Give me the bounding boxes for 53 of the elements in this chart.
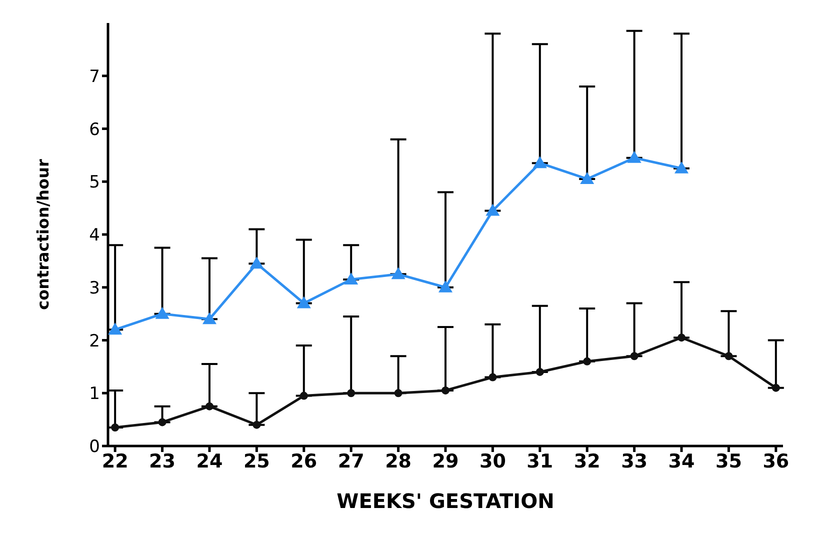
point (580, 172, 594, 184)
point (772, 384, 780, 392)
point (344, 272, 358, 284)
point (347, 389, 356, 398)
y-tick-label: 5 (89, 172, 100, 193)
y-tick-label: 2 (89, 331, 100, 352)
y-tick-label: 6 (89, 120, 100, 140)
x-tick-label: 27 (338, 450, 364, 472)
y-tick-label: 1 (89, 384, 100, 404)
x-tick-label: 23 (149, 450, 176, 472)
point (155, 306, 170, 319)
point (111, 423, 120, 432)
x-tick-label: 35 (715, 450, 742, 472)
point (532, 156, 547, 168)
point (583, 357, 592, 366)
x-tick-label: 36 (762, 450, 790, 472)
x-tick-label: 31 (526, 450, 554, 472)
y-tick-label: 0 (89, 437, 100, 458)
y-tick-label: 7 (89, 66, 100, 87)
point (724, 352, 733, 360)
point (536, 368, 544, 376)
x-tick-label: 33 (621, 450, 648, 472)
x-tick-label: 22 (102, 450, 128, 472)
point (252, 420, 261, 429)
point (205, 402, 214, 410)
point (488, 373, 497, 382)
point (438, 280, 452, 292)
point (442, 386, 450, 394)
y-tick-label: 3 (89, 278, 100, 298)
point (394, 389, 402, 398)
point (158, 418, 166, 426)
point (250, 256, 264, 269)
point (486, 204, 500, 216)
x-tick-label: 30 (479, 450, 506, 472)
x-axis-title: WEEKS' GESTATION (336, 489, 554, 513)
y-tick-label: 4 (89, 226, 100, 246)
point (391, 267, 406, 280)
x-tick-label: 25 (243, 450, 270, 472)
x-tick-label: 29 (432, 450, 459, 472)
x-tick-label: 26 (290, 450, 318, 472)
point (627, 150, 642, 163)
x-tick-label: 28 (385, 450, 412, 472)
point (678, 334, 686, 342)
point (296, 296, 311, 308)
point (630, 352, 638, 360)
x-tick-label: 34 (668, 450, 695, 472)
point (300, 392, 308, 400)
point (202, 312, 216, 324)
point (108, 322, 122, 335)
point (674, 161, 689, 174)
x-tick-label: 32 (574, 450, 600, 472)
y-axis-title: contraction/hour (34, 159, 53, 310)
x-tick-label: 24 (196, 450, 223, 472)
